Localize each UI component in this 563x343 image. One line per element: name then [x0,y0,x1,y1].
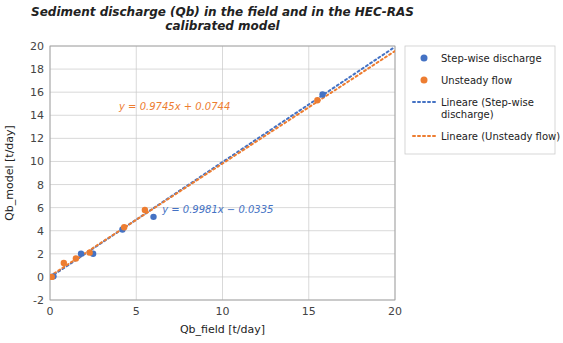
trend-line [50,47,395,277]
equation-label: y = 0.9981x − 0.0335 [161,204,273,215]
scatter-point [314,97,320,103]
scatter-point [86,249,92,255]
grid-line-y [50,253,395,254]
scatter-point [150,214,156,220]
text-line: Unsteady flow [441,75,512,86]
grid-line-y [50,69,395,70]
x-tick-label: 15 [302,305,316,318]
scatter-point [50,274,55,280]
legend-label: Unsteady flow [441,75,512,86]
y-tick-label: -2 [33,294,44,307]
grid-line-y [50,92,395,93]
scatter-point [142,207,148,213]
y-tick-label: 6 [37,202,44,215]
scatter-point [121,224,127,230]
legend-label: Step-wise discharge [441,53,542,64]
text-line: Lineare (Step-wise [441,97,534,108]
legend-swatch [421,55,428,62]
plot-frame [50,46,395,300]
equation-label: y = 0.9745x + 0.0744 [118,101,230,112]
y-tick-label: 10 [30,155,44,168]
legend-swatch [413,135,435,137]
grid-line-y [50,138,395,139]
x-axis-label: Qb_field [t/day] [180,323,265,336]
y-tick-label: 2 [37,248,44,261]
y-tick-label: 4 [37,225,44,238]
scatter-point [73,255,79,261]
trend-line [50,51,395,276]
y-tick-label: 16 [30,86,44,99]
x-tick-label: 20 [388,305,402,318]
legend-swatch [413,101,435,103]
text-line: Lineare (Unsteady flow) [441,131,560,142]
legend-label: Lineare (Unsteady flow) [441,131,560,142]
y-axis-label: Qb_model [t/day] [3,125,16,221]
tick-labels: 05101520-202468101214161820 [30,40,402,318]
marks [50,47,395,280]
legend-label: Lineare (Step-wisedischarge) [441,97,534,120]
grid-line-y [50,184,395,185]
grid-line-x [308,46,309,300]
legend: Step-wise discharge Unsteady flow Lineare … [405,46,560,154]
scatter-point [61,260,67,266]
x-tick-label: 0 [47,305,54,318]
y-tick-label: 12 [30,132,44,145]
background [0,0,563,343]
y-tick-label: 18 [30,63,44,76]
scatter-point [319,91,325,97]
y-tick-label: 20 [30,40,44,53]
grid-line-y [50,230,395,231]
x-tick-label: 5 [133,305,140,318]
text-line: Sediment discharge (Qb) in the field and… [31,5,414,19]
grid [50,46,395,300]
title: Sediment discharge (Qb) in the field and… [31,5,414,33]
chart: 05101520-202468101214161820y = 0.9745x +… [0,0,563,343]
annotations: y = 0.9745x + 0.0744 y = 0.9981x − 0.0335 [118,101,273,216]
y-tick-label: 8 [37,179,44,192]
x-tick-label: 10 [216,305,230,318]
grid-line-y [50,276,395,277]
text-line: Step-wise discharge [441,53,542,64]
grid-line-x [136,46,137,300]
y-tick-label: 14 [30,109,44,122]
scatter-point [78,251,84,257]
grid-line-y [50,115,395,116]
grid-line-x [222,46,223,300]
text-line: calibrated model [165,19,280,33]
text-line: discharge) [441,109,494,120]
legend-swatch [421,77,428,84]
y-tick-label: 0 [37,271,44,284]
